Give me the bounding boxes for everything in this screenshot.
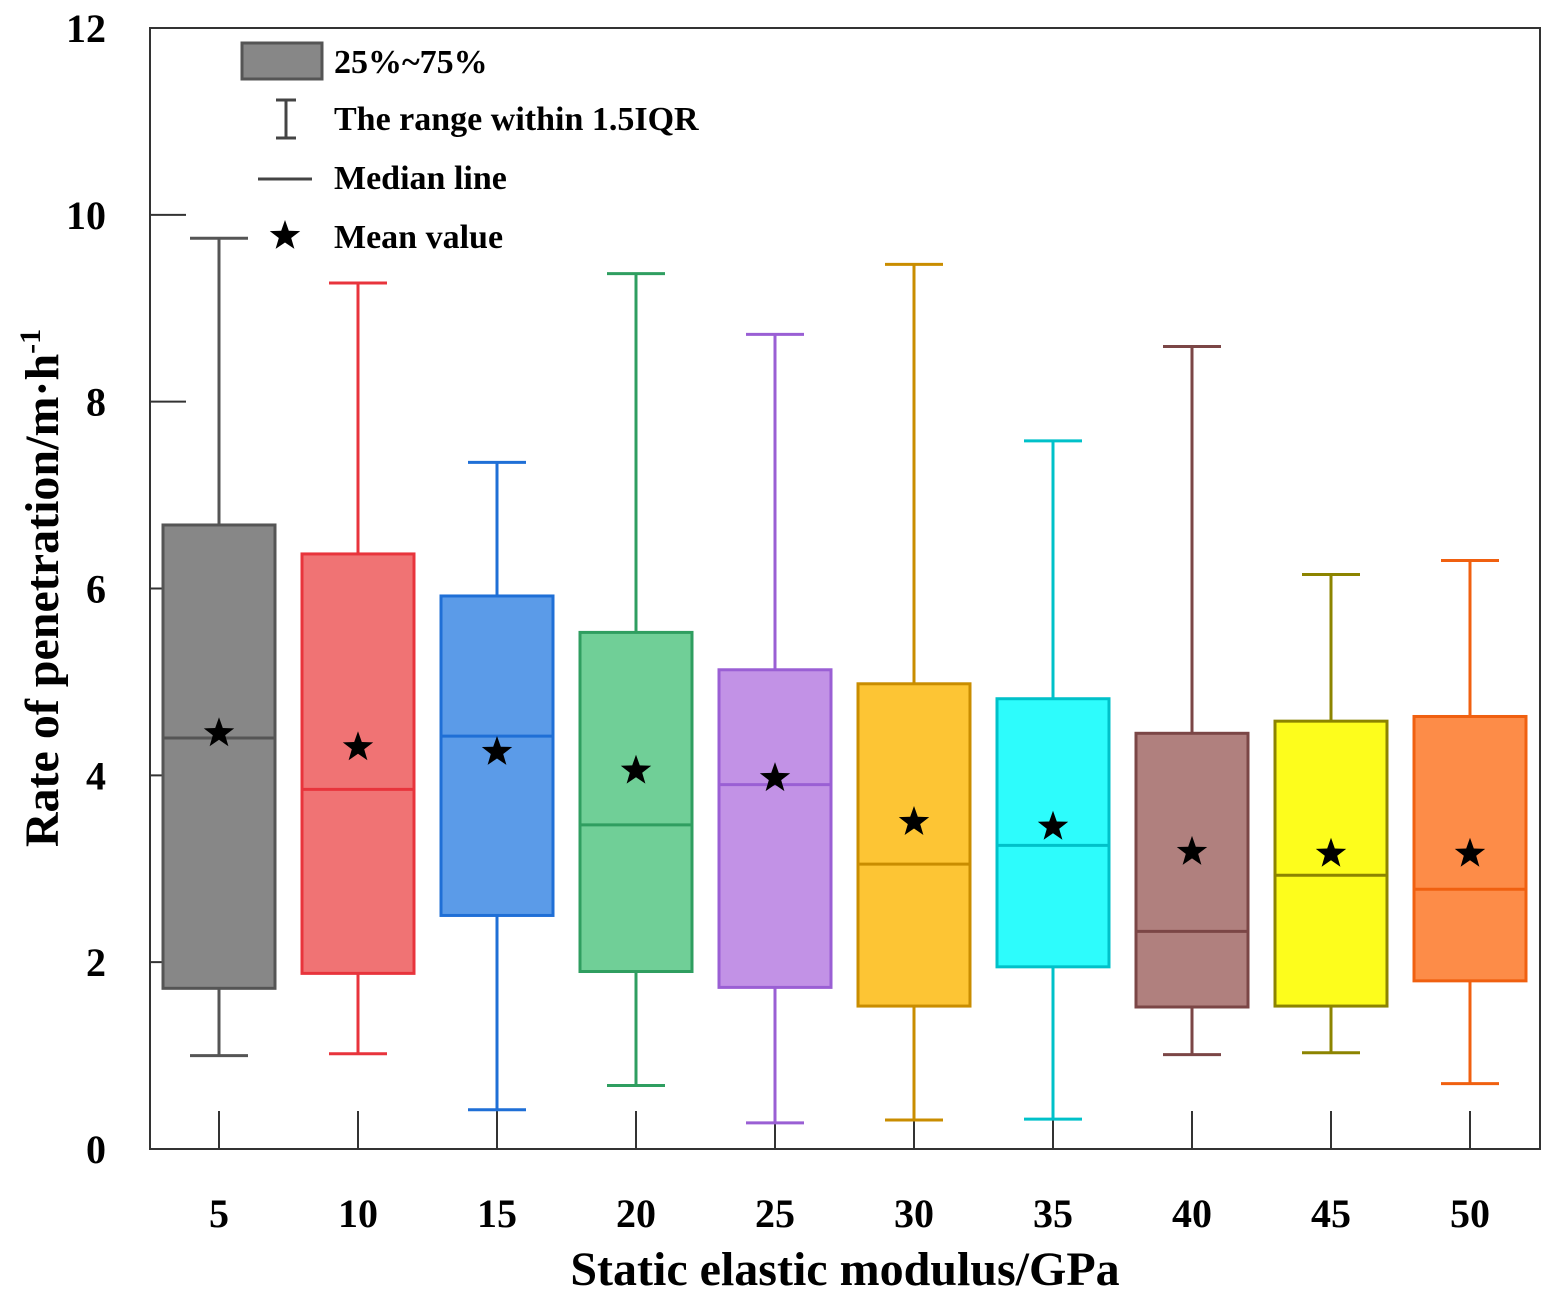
legend-range-label: The range within 1.5IQR bbox=[334, 101, 699, 138]
x-tick-label: 25 bbox=[755, 1191, 795, 1236]
box-50 bbox=[1412, 558, 1528, 1086]
legend-median-label: Median line bbox=[334, 160, 507, 197]
x-tick-label: 35 bbox=[1033, 1191, 1073, 1236]
x-tick-label: 20 bbox=[616, 1191, 656, 1236]
legend-box-label: 25%~75% bbox=[334, 44, 488, 81]
x-axis-title: Static elastic modulus/GPa bbox=[570, 1243, 1119, 1296]
y-axis-title-superscript: -1 bbox=[14, 329, 47, 354]
mean-star bbox=[898, 806, 930, 835]
mean-star bbox=[1176, 835, 1208, 865]
box-5 bbox=[161, 236, 277, 1058]
x-tick-label: 30 bbox=[894, 1191, 934, 1236]
y-axis-title-main: Rate of penetration/m·h bbox=[16, 354, 69, 847]
x-axis: 5 10 15 20 25 30 35 40 45 50 bbox=[209, 1111, 1490, 1236]
iqr-box bbox=[439, 594, 555, 917]
iqr-box bbox=[717, 668, 833, 989]
box-20 bbox=[578, 272, 694, 1087]
box-45 bbox=[1273, 572, 1389, 1055]
mean-star bbox=[1454, 837, 1486, 867]
box-40 bbox=[1134, 345, 1250, 1057]
mean-star bbox=[203, 717, 235, 747]
mean-star bbox=[759, 762, 791, 792]
mean-star bbox=[481, 736, 513, 765]
iqr-box bbox=[1273, 719, 1389, 1008]
legend: 25%~75% The range within 1.5IQR Median l… bbox=[240, 41, 699, 256]
y-tick-label: 0 bbox=[86, 1127, 106, 1172]
x-tick-label: 50 bbox=[1450, 1191, 1490, 1236]
iqr-box bbox=[300, 552, 416, 975]
y-tick-label: 2 bbox=[86, 940, 106, 985]
y-tick-label: 4 bbox=[86, 753, 106, 798]
legend-box-swatch bbox=[240, 41, 324, 81]
iqr-box bbox=[161, 523, 277, 990]
box-25 bbox=[717, 332, 833, 1125]
mean-star bbox=[342, 731, 374, 761]
x-tick-label: 10 bbox=[338, 1191, 378, 1236]
y-axis-title: Rate of penetration/m·h-1 bbox=[14, 329, 69, 847]
mean-star bbox=[620, 754, 652, 784]
box-30 bbox=[856, 262, 972, 1122]
legend-range-icon bbox=[276, 98, 296, 140]
iqr-box bbox=[1134, 731, 1250, 1009]
box-15 bbox=[439, 460, 555, 1112]
y-tick-label: 8 bbox=[86, 380, 106, 425]
iqr-box bbox=[856, 682, 972, 1008]
legend-mean-star-icon bbox=[269, 220, 301, 249]
box-series bbox=[161, 236, 1528, 1125]
mean-star bbox=[1037, 810, 1069, 840]
mean-star bbox=[1315, 837, 1347, 867]
box-10 bbox=[300, 281, 416, 1056]
y-tick-label: 12 bbox=[66, 6, 106, 51]
x-tick-label: 45 bbox=[1311, 1191, 1351, 1236]
x-tick-label: 15 bbox=[477, 1191, 517, 1236]
iqr-box bbox=[578, 630, 694, 974]
x-tick-label: 5 bbox=[209, 1191, 229, 1236]
y-tick-label: 10 bbox=[66, 193, 106, 238]
y-tick-label: 6 bbox=[86, 567, 106, 612]
y-axis: 0 2 4 6 8 10 12 bbox=[66, 6, 186, 1172]
legend-mean-label: Mean value bbox=[334, 219, 503, 256]
x-tick-label: 40 bbox=[1172, 1191, 1212, 1236]
box-35 bbox=[995, 439, 1111, 1121]
